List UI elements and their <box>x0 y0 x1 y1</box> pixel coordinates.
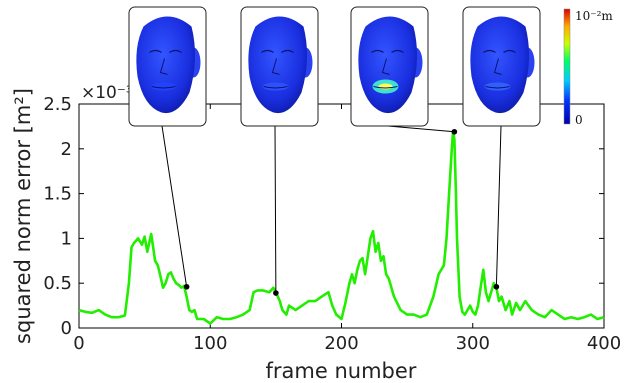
highlight-point <box>183 283 190 290</box>
axis-ticks: 0 100 200 300 400 0 0.5 1 1.5 2 2.5 <box>43 94 621 354</box>
highlight-point <box>493 283 500 290</box>
nose-shape <box>271 58 280 75</box>
y-axis-title: squared norm error [m²] <box>11 88 35 344</box>
head-shape <box>470 16 530 114</box>
y-tick-label: 1.5 <box>43 184 72 205</box>
highlight-points <box>183 128 500 296</box>
eyes-shape <box>261 49 294 54</box>
mouth-line <box>485 86 510 89</box>
frame-150-head <box>240 6 319 127</box>
colorbar-max-label: 10⁻²m <box>575 9 613 23</box>
y-tick-label: 2 <box>61 139 72 160</box>
nose-shape <box>493 58 502 75</box>
y-tick-label: 1 <box>61 228 72 249</box>
x-tick-label: 400 <box>587 333 621 354</box>
frame-82-head <box>128 6 207 127</box>
eyes-shape <box>149 49 182 54</box>
eyes-shape <box>483 49 516 54</box>
series-line <box>78 129 605 325</box>
connector-layer <box>161 125 502 294</box>
connector-line <box>387 125 455 133</box>
nose-shape <box>159 58 168 75</box>
highlight-point <box>273 290 279 296</box>
mouth-error-region <box>150 82 177 91</box>
x-axis-title: frame number <box>266 359 417 383</box>
colorbar: 10⁻²m 0 <box>563 8 613 127</box>
frame-286-head <box>350 6 429 127</box>
frame-318-head <box>462 6 541 127</box>
y-tick-label: 2.5 <box>43 94 72 115</box>
mouth-line <box>373 86 398 89</box>
series-layer <box>78 129 605 325</box>
inset-layer <box>128 6 541 127</box>
nose-shape <box>381 58 390 75</box>
x-tick-label: 200 <box>324 333 358 354</box>
x-tick-label: 300 <box>456 333 490 354</box>
connector-line <box>161 125 188 287</box>
connector-line <box>274 125 277 294</box>
connector-line <box>495 125 502 287</box>
head-shape <box>358 16 418 114</box>
colorbar-gradient <box>563 8 571 125</box>
x-tick-label: 100 <box>193 333 227 354</box>
head-shape <box>136 16 196 114</box>
y-tick-label: 0 <box>61 318 72 339</box>
plot-area <box>78 103 605 329</box>
eyes-shape <box>371 49 404 54</box>
y-exponent-label: ×10⁻³ <box>81 83 133 103</box>
colorbar-min-label: 0 <box>575 113 583 127</box>
mouth-error-region <box>262 82 289 91</box>
y-tick-label: 0.5 <box>43 273 72 294</box>
x-tick-label: 0 <box>73 333 84 354</box>
highlight-point <box>451 128 458 135</box>
mouth-error-peak <box>378 83 393 90</box>
mouth-line <box>263 86 288 89</box>
mouth-error-region <box>484 82 511 91</box>
mouth-line <box>151 86 176 89</box>
head-shape <box>248 16 308 114</box>
